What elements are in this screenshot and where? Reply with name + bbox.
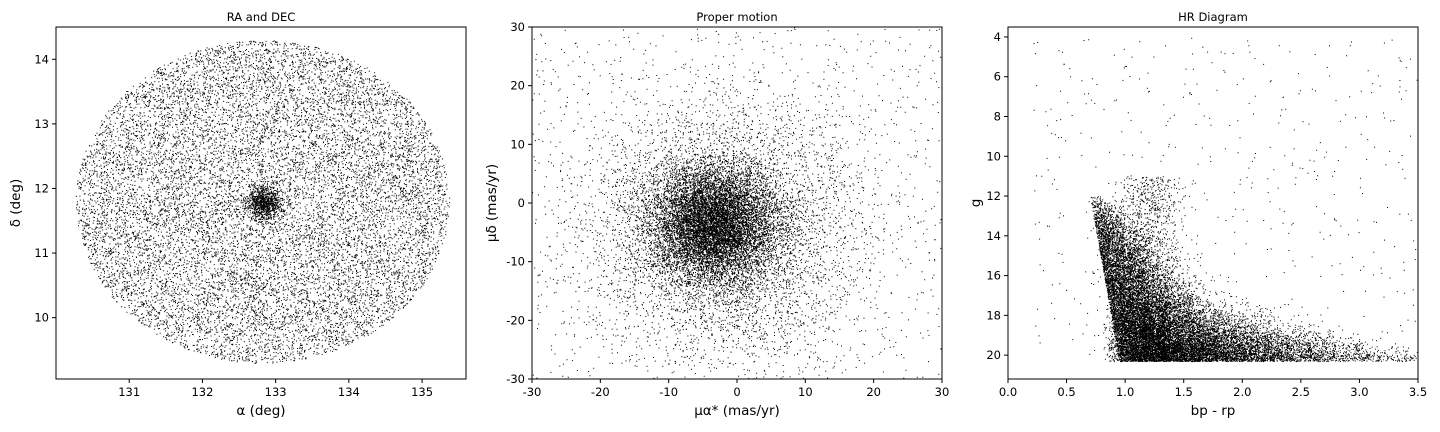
chart-title: Proper motion xyxy=(696,10,777,24)
x-tick-label: 0.5 xyxy=(1057,385,1075,399)
y-tick-label: -30 xyxy=(506,372,525,386)
chart-title: RA and DEC xyxy=(227,10,296,24)
x-tick-label: -10 xyxy=(659,385,678,399)
x-tick-label: 131 xyxy=(118,385,140,399)
y-tick-label: 0 xyxy=(518,196,525,210)
chart-panel-3: 0.0 0.5 1.0 1.5 2.0 2.5 3.0 3.5 4 6 8 10 12 14 16 18 20 H… xyxy=(968,10,1427,419)
x-tick-label: 2.5 xyxy=(1292,385,1310,399)
x-tick-label: 3.5 xyxy=(1409,385,1427,399)
y-tick-label: 18 xyxy=(986,308,1001,322)
x-tick-label: 1.5 xyxy=(1175,385,1193,399)
x-tick-label: 10 xyxy=(798,385,813,399)
y-tick-label: 20 xyxy=(986,348,1001,362)
scatter-points xyxy=(532,27,942,379)
y-axis-label: μδ (mas/yr) xyxy=(484,164,500,242)
x-tick-label: 30 xyxy=(935,385,950,399)
y-tick-label: 10 xyxy=(986,149,1001,163)
y-tick-label: 13 xyxy=(34,117,49,131)
y-axis-label: g xyxy=(968,199,984,208)
x-tick-label: 133 xyxy=(265,385,287,399)
x-tick-label: 0.0 xyxy=(999,385,1017,399)
x-tick-label: 2.0 xyxy=(1233,385,1251,399)
x-axis-label: μα* (mas/yr) xyxy=(694,403,780,419)
axes-frame xyxy=(55,26,467,380)
x-tick-label: 132 xyxy=(191,385,213,399)
scatter-points xyxy=(75,40,451,364)
x-axis-label: α (deg) xyxy=(236,403,285,419)
x-tick-label: 135 xyxy=(411,385,433,399)
y-tick-label: 30 xyxy=(510,20,525,34)
y-tick-label: 10 xyxy=(34,311,49,325)
scatter-points xyxy=(1033,37,1418,363)
y-tick-label: -20 xyxy=(506,313,525,327)
y-tick-label: 14 xyxy=(986,229,1001,243)
x-tick-label: 20 xyxy=(866,385,881,399)
chart-title: HR Diagram xyxy=(1178,10,1248,24)
y-tick-label: 12 xyxy=(34,181,49,195)
y-tick-label: 8 xyxy=(994,109,1001,123)
x-tick-label: 1.0 xyxy=(1116,385,1134,399)
y-tick-label: 4 xyxy=(994,30,1001,44)
x-tick-label: 134 xyxy=(338,385,360,399)
y-tick-label: 10 xyxy=(510,137,525,151)
x-axis-label: bp - rp xyxy=(1191,403,1236,419)
y-tick-label: 14 xyxy=(34,52,49,66)
y-tick-label: 16 xyxy=(986,269,1001,283)
chart-panel-2: -30 -20 -10 0 10 20 30 -30 -20 -10 0 10 20 30 Proper m… xyxy=(484,10,949,419)
x-tick-label: -20 xyxy=(591,385,610,399)
axes-frame xyxy=(1007,26,1419,380)
y-tick-label: 6 xyxy=(994,70,1001,84)
y-tick-label: 12 xyxy=(986,189,1001,203)
y-axis-label: δ (deg) xyxy=(8,179,24,228)
x-tick-label: 3.0 xyxy=(1350,385,1368,399)
y-tick-label: 11 xyxy=(34,246,49,260)
x-tick-label: 0 xyxy=(733,385,740,399)
x-tick-label: -30 xyxy=(523,385,542,399)
y-tick-label: 20 xyxy=(510,79,525,93)
chart-panel-1: 131 132 133 134 135 10 11 12 13 14 RA and DEC α (de… xyxy=(8,10,467,419)
y-tick-label: -10 xyxy=(506,255,525,269)
